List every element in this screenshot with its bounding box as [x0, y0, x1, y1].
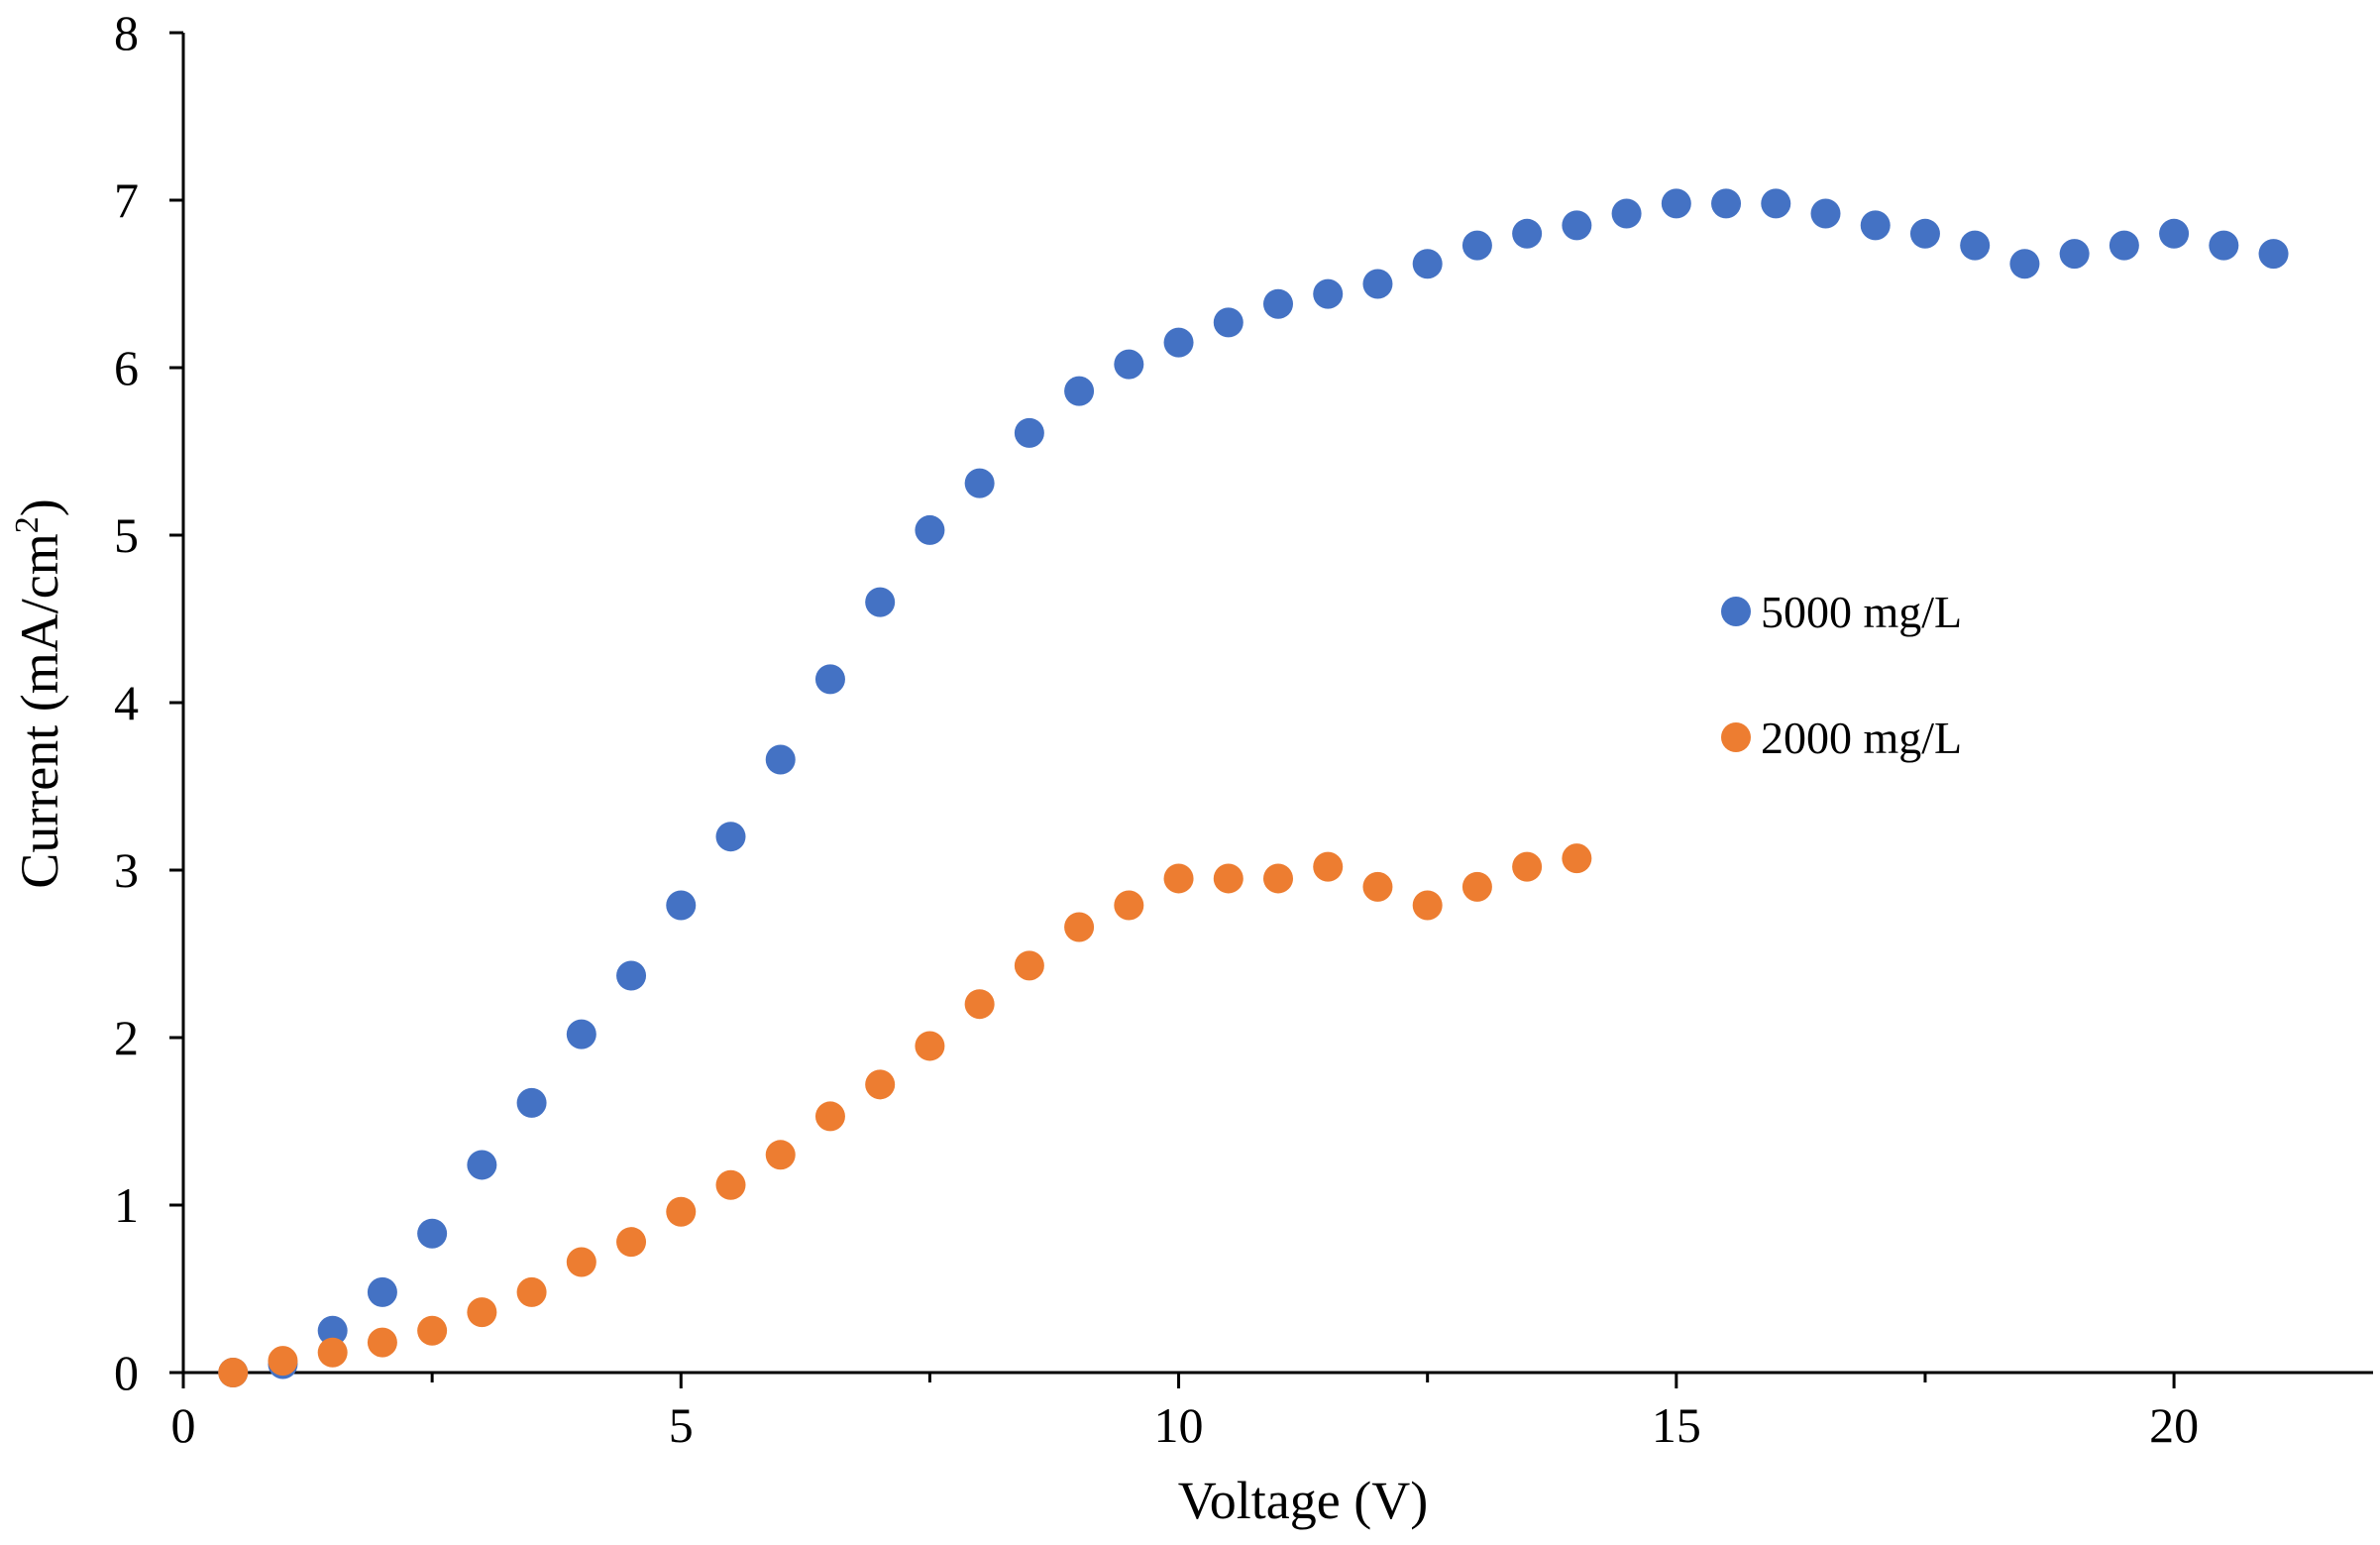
data-point — [1163, 327, 1194, 358]
data-point — [467, 1150, 497, 1180]
x-tick-label: 10 — [1154, 1397, 1204, 1453]
data-point — [1611, 198, 1642, 229]
axes — [181, 33, 2373, 1375]
y-tick-label: 3 — [114, 842, 139, 898]
data-point — [1661, 188, 1691, 219]
x-tick-label: 15 — [1652, 1397, 1701, 1453]
data-point — [2009, 249, 2040, 279]
data-point — [417, 1315, 448, 1346]
y-axis-title-close: ) — [10, 498, 69, 516]
y-axis-title: Current (mA/cm2) — [9, 498, 69, 888]
data-point — [1313, 851, 1344, 882]
data-point — [1213, 863, 1244, 894]
y-tick-label: 7 — [114, 172, 139, 228]
data-point — [1909, 218, 1940, 249]
data-point — [814, 1101, 845, 1132]
legend: 5000 mg/L 2000 mg/L — [1721, 587, 1962, 763]
data-point — [765, 1140, 796, 1170]
data-point — [1114, 890, 1144, 921]
data-point — [1512, 218, 1543, 249]
data-point — [1064, 376, 1095, 406]
data-point — [666, 890, 697, 921]
legend-label: 5000 mg/L — [1761, 587, 1962, 637]
y-tick-label: 6 — [114, 340, 139, 395]
data-point — [268, 1346, 298, 1377]
data-point — [964, 989, 995, 1020]
data-point — [1960, 230, 1991, 261]
data-point — [1810, 198, 1841, 229]
data-point — [1014, 950, 1044, 981]
data-point — [516, 1276, 547, 1307]
data-point — [1761, 188, 1791, 219]
tick-labels: 0 5 10 15 20 0 1 2 3 4 5 6 7 8 — [114, 5, 2199, 1453]
data-point — [1512, 851, 1543, 882]
data-point — [317, 1337, 348, 1368]
data-point — [1163, 863, 1194, 894]
data-point — [1711, 188, 1742, 219]
data-point — [1362, 269, 1393, 299]
data-point — [1313, 278, 1344, 309]
data-points — [218, 188, 2289, 1387]
y-tick-label: 8 — [114, 5, 139, 60]
data-point — [1562, 210, 1592, 241]
data-point — [915, 1031, 945, 1061]
data-point — [2109, 230, 2139, 261]
data-point — [566, 1019, 596, 1049]
data-point — [964, 468, 995, 498]
y-axis-title-sup: 2 — [9, 516, 46, 533]
data-point — [915, 514, 945, 545]
data-point — [218, 1358, 249, 1387]
data-point — [865, 1069, 896, 1100]
data-point — [2059, 239, 2090, 270]
data-point — [1461, 871, 1492, 902]
data-point — [1213, 307, 1244, 338]
x-tick-label: 0 — [171, 1397, 196, 1453]
y-tick-label: 0 — [114, 1345, 139, 1400]
y-tick-label: 4 — [114, 675, 139, 730]
legend-label: 2000 mg/L — [1761, 713, 1962, 763]
data-point — [666, 1196, 697, 1227]
x-axis-title: Voltage (V) — [1178, 1471, 1428, 1530]
data-point — [317, 1315, 348, 1346]
data-point — [1114, 349, 1144, 380]
data-point — [1461, 230, 1492, 261]
data-point — [1412, 249, 1443, 279]
data-point — [616, 960, 647, 991]
data-point — [715, 1169, 746, 1200]
data-point — [367, 1327, 397, 1358]
series-orange — [218, 843, 1592, 1387]
data-point — [1014, 417, 1044, 448]
data-point — [1412, 890, 1443, 921]
data-point — [417, 1218, 448, 1249]
data-point — [715, 822, 746, 852]
tick-marks — [169, 31, 2176, 1388]
data-point — [1362, 871, 1393, 902]
data-point — [1064, 912, 1095, 942]
data-point — [516, 1087, 547, 1118]
legend-marker — [1721, 597, 1751, 626]
data-point — [765, 744, 796, 775]
data-point — [616, 1227, 647, 1258]
y-tick-label: 2 — [114, 1010, 139, 1065]
legend-marker — [1721, 722, 1751, 752]
data-point — [1562, 843, 1592, 874]
data-point — [2258, 239, 2289, 270]
data-point — [367, 1276, 397, 1307]
data-point — [1860, 210, 1891, 241]
data-point — [865, 587, 896, 617]
data-point — [1263, 863, 1293, 894]
x-tick-label: 5 — [669, 1397, 694, 1453]
series-blue — [218, 188, 2289, 1387]
data-point — [467, 1297, 497, 1328]
y-axis-title-main: Current (mA/cm — [10, 533, 69, 888]
y-tick-label: 1 — [114, 1177, 139, 1233]
data-point — [2159, 218, 2190, 249]
x-tick-label: 20 — [2149, 1397, 2199, 1453]
data-point — [1263, 288, 1293, 319]
y-tick-label: 5 — [114, 507, 139, 563]
data-point — [566, 1247, 596, 1277]
data-point — [2209, 230, 2239, 261]
data-point — [814, 664, 845, 695]
